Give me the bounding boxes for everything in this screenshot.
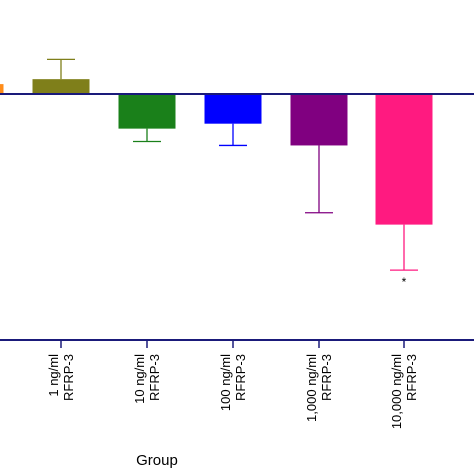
x-axis-title: Group xyxy=(136,452,178,469)
x-tick-label-line2: RFRP-3 xyxy=(404,354,419,401)
x-ticks-layer: 1 ng/ml RFRP-3 10 ng/ml RFRP-3 100 ng/ml RFRP… xyxy=(46,340,419,429)
x-tick-label-line2: RFRP-3 xyxy=(233,354,248,401)
x-tick-label-line1: 1,000 ng/ml xyxy=(304,354,319,422)
x-tick-label-line1: 100 ng/ml xyxy=(218,354,233,411)
x-tick-label-line2: RFRP-3 xyxy=(147,354,162,401)
x-tick-label-4: 1,000 ng/ml RFRP-3 xyxy=(304,354,334,422)
bar-1 xyxy=(32,79,90,94)
x-tick-label-line2: RFRP-3 xyxy=(61,354,76,401)
x-tick-label-line1: 10 ng/ml xyxy=(132,354,147,404)
significance-marker-5: * xyxy=(402,275,407,289)
bars-layer: * xyxy=(0,58,433,289)
x-tick-label-3: 100 ng/ml RFRP-3 xyxy=(218,354,248,411)
x-tick-label-line2: RFRP-3 xyxy=(319,354,334,401)
bar-3 xyxy=(204,94,262,124)
x-tick-label-2: 10 ng/ml RFRP-3 xyxy=(132,354,162,404)
x-tick-label-line1: 1 ng/ml xyxy=(46,354,61,397)
x-tick-label-line1: 10,000 ng/ml xyxy=(389,354,404,429)
bar-0 xyxy=(0,84,4,94)
x-tick-label-1: 1 ng/ml RFRP-3 xyxy=(46,354,76,401)
bar-2 xyxy=(118,94,176,129)
x-tick-label-5: 10,000 ng/ml RFRP-3 xyxy=(389,354,419,429)
bar-4 xyxy=(290,94,348,146)
bar-5 xyxy=(375,94,433,225)
